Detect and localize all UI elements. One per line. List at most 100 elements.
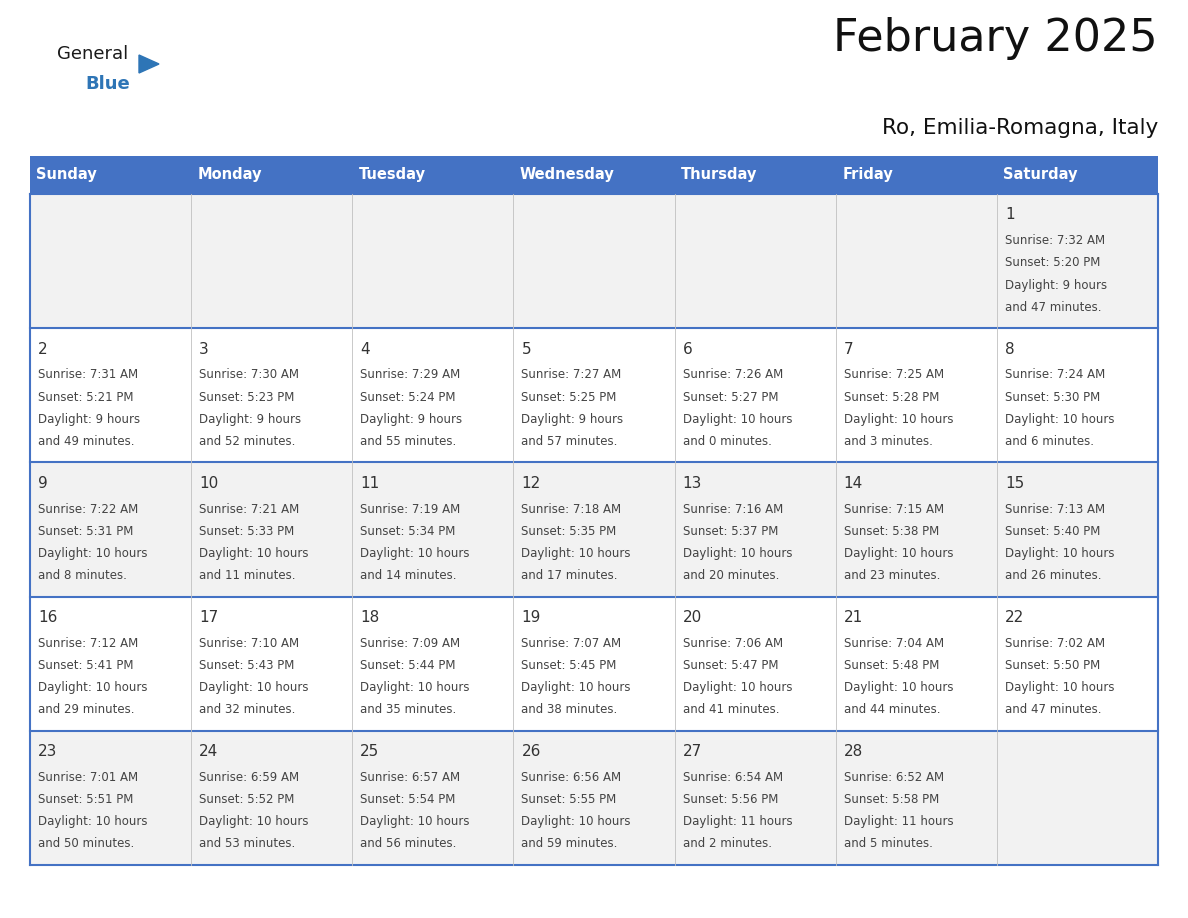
Text: Sunset: 5:52 PM: Sunset: 5:52 PM (200, 793, 295, 806)
Text: Ro, Emilia-Romagna, Italy: Ro, Emilia-Romagna, Italy (881, 118, 1158, 138)
Text: Sunrise: 7:30 AM: Sunrise: 7:30 AM (200, 368, 299, 382)
Text: Daylight: 10 hours: Daylight: 10 hours (522, 815, 631, 828)
Text: 12: 12 (522, 476, 541, 491)
Text: Sunset: 5:51 PM: Sunset: 5:51 PM (38, 793, 133, 806)
Text: Daylight: 10 hours: Daylight: 10 hours (200, 815, 309, 828)
Text: Daylight: 10 hours: Daylight: 10 hours (522, 681, 631, 694)
Text: 19: 19 (522, 610, 541, 625)
Text: 10: 10 (200, 476, 219, 491)
Text: and 38 minutes.: and 38 minutes. (522, 703, 618, 716)
Text: and 3 minutes.: and 3 minutes. (843, 435, 933, 448)
Text: Sunset: 5:48 PM: Sunset: 5:48 PM (843, 659, 940, 672)
Text: Wednesday: Wednesday (520, 167, 614, 183)
Text: and 53 minutes.: and 53 minutes. (200, 837, 296, 850)
Text: Sunrise: 7:15 AM: Sunrise: 7:15 AM (843, 503, 944, 516)
Text: Sunrise: 7:19 AM: Sunrise: 7:19 AM (360, 503, 461, 516)
Text: and 5 minutes.: and 5 minutes. (843, 837, 933, 850)
Text: Sunset: 5:40 PM: Sunset: 5:40 PM (1005, 525, 1100, 538)
Text: Daylight: 10 hours: Daylight: 10 hours (360, 681, 469, 694)
Text: February 2025: February 2025 (833, 17, 1158, 60)
Text: Blue: Blue (86, 75, 129, 93)
Text: Daylight: 10 hours: Daylight: 10 hours (843, 681, 953, 694)
Text: Daylight: 11 hours: Daylight: 11 hours (843, 815, 954, 828)
Text: 27: 27 (683, 744, 702, 759)
Text: Daylight: 10 hours: Daylight: 10 hours (200, 547, 309, 560)
Text: and 56 minutes.: and 56 minutes. (360, 837, 456, 850)
Text: 3: 3 (200, 341, 209, 356)
Text: Sunrise: 7:18 AM: Sunrise: 7:18 AM (522, 503, 621, 516)
Text: 25: 25 (360, 744, 380, 759)
Bar (30, 463, 1158, 597)
Text: Daylight: 10 hours: Daylight: 10 hours (38, 815, 147, 828)
Text: Daylight: 9 hours: Daylight: 9 hours (38, 413, 140, 426)
Text: 13: 13 (683, 476, 702, 491)
Text: and 57 minutes.: and 57 minutes. (522, 435, 618, 448)
Text: Sunrise: 6:52 AM: Sunrise: 6:52 AM (843, 771, 944, 784)
Text: Sunrise: 6:59 AM: Sunrise: 6:59 AM (200, 771, 299, 784)
Text: and 0 minutes.: and 0 minutes. (683, 435, 771, 448)
Text: 18: 18 (360, 610, 380, 625)
Text: Sunset: 5:50 PM: Sunset: 5:50 PM (1005, 659, 1100, 672)
Text: Daylight: 10 hours: Daylight: 10 hours (1005, 413, 1114, 426)
Text: Sunrise: 7:31 AM: Sunrise: 7:31 AM (38, 368, 138, 382)
Text: and 32 minutes.: and 32 minutes. (200, 703, 296, 716)
Text: Sunrise: 6:54 AM: Sunrise: 6:54 AM (683, 771, 783, 784)
Text: Sunrise: 7:06 AM: Sunrise: 7:06 AM (683, 637, 783, 650)
Text: Daylight: 9 hours: Daylight: 9 hours (522, 413, 624, 426)
Text: 8: 8 (1005, 341, 1015, 356)
Text: Daylight: 10 hours: Daylight: 10 hours (360, 815, 469, 828)
Text: Sunrise: 7:07 AM: Sunrise: 7:07 AM (522, 637, 621, 650)
Text: Sunset: 5:24 PM: Sunset: 5:24 PM (360, 390, 456, 404)
Text: Sunset: 5:28 PM: Sunset: 5:28 PM (843, 390, 940, 404)
Text: Daylight: 11 hours: Daylight: 11 hours (683, 815, 792, 828)
Text: 15: 15 (1005, 476, 1024, 491)
Bar (30, 731, 1158, 865)
Text: Daylight: 10 hours: Daylight: 10 hours (522, 547, 631, 560)
Text: Sunset: 5:38 PM: Sunset: 5:38 PM (843, 525, 939, 538)
Text: Sunset: 5:45 PM: Sunset: 5:45 PM (522, 659, 617, 672)
Text: Daylight: 10 hours: Daylight: 10 hours (683, 413, 792, 426)
Text: Sunset: 5:55 PM: Sunset: 5:55 PM (522, 793, 617, 806)
Text: and 17 minutes.: and 17 minutes. (522, 569, 618, 582)
Text: 2: 2 (38, 341, 48, 356)
Text: Sunset: 5:41 PM: Sunset: 5:41 PM (38, 659, 133, 672)
Text: 14: 14 (843, 476, 862, 491)
Text: and 52 minutes.: and 52 minutes. (200, 435, 296, 448)
Text: and 50 minutes.: and 50 minutes. (38, 837, 134, 850)
Polygon shape (139, 55, 159, 73)
Text: Daylight: 10 hours: Daylight: 10 hours (360, 547, 469, 560)
Text: Sunset: 5:54 PM: Sunset: 5:54 PM (360, 793, 456, 806)
Text: Daylight: 9 hours: Daylight: 9 hours (1005, 278, 1107, 292)
Text: Sunset: 5:43 PM: Sunset: 5:43 PM (200, 659, 295, 672)
Text: 7: 7 (843, 341, 853, 356)
Text: and 6 minutes.: and 6 minutes. (1005, 435, 1094, 448)
Text: and 14 minutes.: and 14 minutes. (360, 569, 457, 582)
Text: Sunset: 5:20 PM: Sunset: 5:20 PM (1005, 256, 1100, 269)
Text: Sunrise: 7:32 AM: Sunrise: 7:32 AM (1005, 234, 1105, 247)
Text: Sunrise: 7:09 AM: Sunrise: 7:09 AM (360, 637, 461, 650)
Text: 6: 6 (683, 341, 693, 356)
Text: 17: 17 (200, 610, 219, 625)
Text: Monday: Monday (197, 167, 263, 183)
Text: Daylight: 10 hours: Daylight: 10 hours (1005, 681, 1114, 694)
Text: Sunrise: 7:29 AM: Sunrise: 7:29 AM (360, 368, 461, 382)
Text: Sunset: 5:56 PM: Sunset: 5:56 PM (683, 793, 778, 806)
Text: and 44 minutes.: and 44 minutes. (843, 703, 940, 716)
Text: 9: 9 (38, 476, 48, 491)
Text: Sunrise: 7:27 AM: Sunrise: 7:27 AM (522, 368, 621, 382)
Bar (30, 194, 1158, 329)
Text: and 47 minutes.: and 47 minutes. (1005, 703, 1101, 716)
Text: and 8 minutes.: and 8 minutes. (38, 569, 127, 582)
Text: Sunrise: 7:25 AM: Sunrise: 7:25 AM (843, 368, 944, 382)
Text: Sunrise: 7:13 AM: Sunrise: 7:13 AM (1005, 503, 1105, 516)
Text: Sunset: 5:37 PM: Sunset: 5:37 PM (683, 525, 778, 538)
Text: Daylight: 10 hours: Daylight: 10 hours (683, 681, 792, 694)
Bar (30, 156, 1158, 194)
Text: Daylight: 10 hours: Daylight: 10 hours (683, 547, 792, 560)
Text: Sunrise: 7:10 AM: Sunrise: 7:10 AM (200, 637, 299, 650)
Text: Sunrise: 7:21 AM: Sunrise: 7:21 AM (200, 503, 299, 516)
Text: Sunrise: 7:22 AM: Sunrise: 7:22 AM (38, 503, 138, 516)
Bar (30, 597, 1158, 731)
Text: and 59 minutes.: and 59 minutes. (522, 837, 618, 850)
Text: Saturday: Saturday (1004, 167, 1078, 183)
